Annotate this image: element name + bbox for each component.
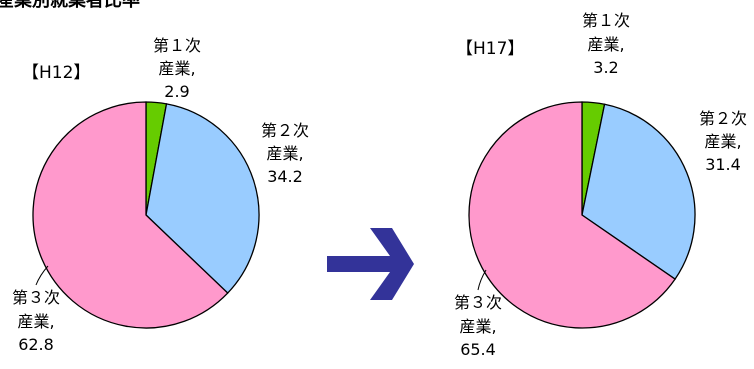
pie-h12-label-primary: 第１次 産業, 2.9 <box>153 36 201 101</box>
pie-h17-label-secondary: 第２次 産業, 31.4 <box>699 109 747 174</box>
pie-h17-label-primary-line1: 第１次 <box>582 11 630 30</box>
pie-h17-label-tertiary: 第３次 産業, 65.4 <box>454 269 502 359</box>
pie-h17-slice-secondary <box>581 103 696 281</box>
pie-h12-slice-secondary <box>145 103 260 294</box>
pie-h12-label-tertiary-line2: 産業, <box>17 312 54 331</box>
pie-h17-label-primary-value: 3.2 <box>593 58 618 77</box>
pie-h12-label-tertiary-value: 62.8 <box>18 335 54 354</box>
pie-h12-label-secondary-line1: 第２次 <box>261 121 309 140</box>
pie-h17-period: 【H17】 <box>456 39 524 59</box>
pie-h12-label-primary-line1: 第１次 <box>153 36 201 55</box>
pie-h12-label-primary-value: 2.9 <box>164 82 189 101</box>
pie-h17-label-tertiary-line2: 産業, <box>459 317 496 336</box>
pie-h12-slices <box>32 101 260 329</box>
pie-h17-label-secondary-line2: 産業, <box>704 132 741 151</box>
pie-h12-label-tertiary-leader <box>35 265 49 286</box>
pie-h12-slice-tertiary <box>32 101 229 329</box>
pie-h12-period: 【H12】 <box>22 63 90 83</box>
arrow-right-icon <box>327 228 414 300</box>
pie-h17-label-tertiary-value: 65.4 <box>460 340 496 359</box>
pie-h17-label-secondary-value: 31.4 <box>705 155 741 174</box>
pie-h12-label-tertiary-line1: 第３次 <box>12 288 60 307</box>
pie-chart-h17: 【H17】 第１次 産業, 3.2 第２次 産業, 31.4 第３次 産業, 6… <box>454 11 747 359</box>
pie-h17-slices <box>468 101 696 329</box>
pie-h12-label-primary-line2: 産業, <box>158 59 195 78</box>
pie-h17-label-primary-line2: 産業, <box>587 35 624 54</box>
pie-h12-label-secondary-value: 34.2 <box>267 167 303 186</box>
pie-h17-label-secondary-line1: 第２次 <box>699 109 747 128</box>
pie-h17-slice-tertiary <box>468 101 676 329</box>
pie-h12-label-secondary: 第２次 産業, 34.2 <box>261 121 309 186</box>
figure-title: 産業別就業者比率 <box>0 0 140 11</box>
pie-chart-h12: 【H12】 第１次 産業, 2.9 第２次 産業, 34.2 第３次 産業, 6… <box>12 36 309 354</box>
pie-h17-label-tertiary-line1: 第３次 <box>454 293 502 312</box>
pie-h12-label-secondary-line2: 産業, <box>266 144 303 163</box>
pie-h17-label-primary: 第１次 産業, 3.2 <box>582 11 630 77</box>
pie-h12-label-tertiary: 第３次 産業, 62.8 <box>12 265 60 354</box>
pie-h17-label-tertiary-leader <box>477 269 487 291</box>
